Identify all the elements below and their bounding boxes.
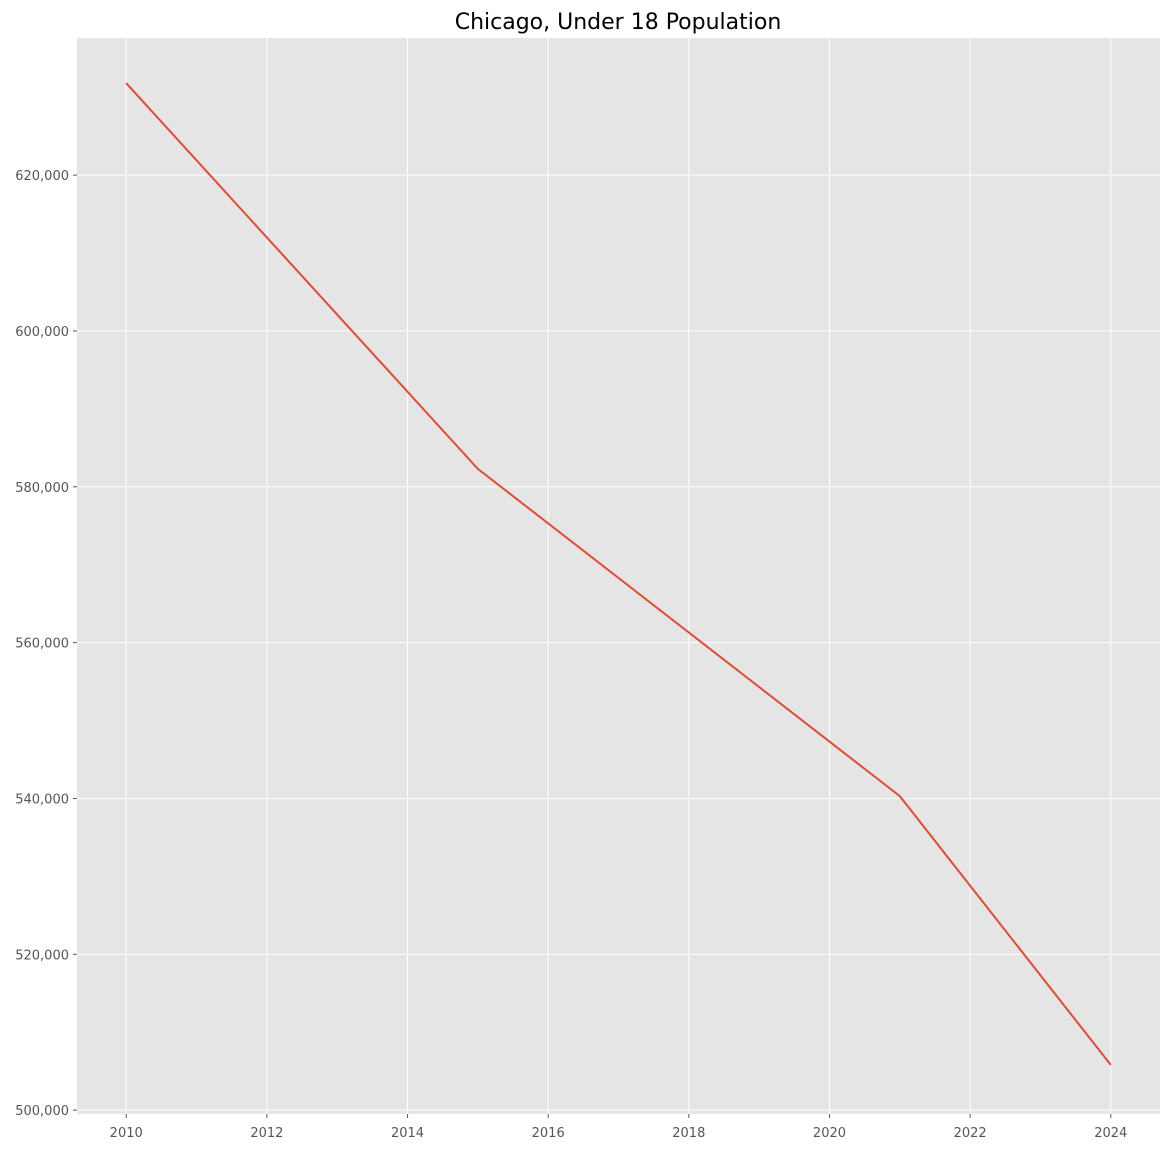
x-tick-label: 2018 <box>672 1126 705 1141</box>
chart-title: Chicago, Under 18 Population <box>455 10 782 35</box>
y-tick-label: 620,000 <box>15 169 69 184</box>
y-tick-label: 520,000 <box>15 948 69 963</box>
y-tick-label: 540,000 <box>15 792 69 807</box>
y-tick-label: 500,000 <box>15 1104 69 1119</box>
x-tick-label: 2014 <box>391 1126 424 1141</box>
x-axis: 2010 2012 2014 2016 2018 2020 2022 2024 <box>110 1114 1127 1141</box>
x-tick-label: 2020 <box>813 1126 846 1141</box>
series-layer <box>125 82 1112 1066</box>
grid <box>77 38 1160 1114</box>
x-tick-label: 2016 <box>532 1126 565 1141</box>
y-axis: 500,000 520,000 540,000 560,000 580,000 600,0… <box>15 169 77 1119</box>
x-tick-label: 2012 <box>250 1126 283 1141</box>
y-tick-label: 560,000 <box>15 637 69 652</box>
x-tick-label: 2022 <box>954 1126 987 1141</box>
y-tick-label: 600,000 <box>15 325 69 340</box>
plot-background <box>77 38 1160 1114</box>
x-tick-label: 2024 <box>1094 1126 1127 1141</box>
x-tick-label: 2010 <box>110 1126 143 1141</box>
series-line <box>125 82 1112 1066</box>
y-tick-label: 580,000 <box>15 481 69 496</box>
